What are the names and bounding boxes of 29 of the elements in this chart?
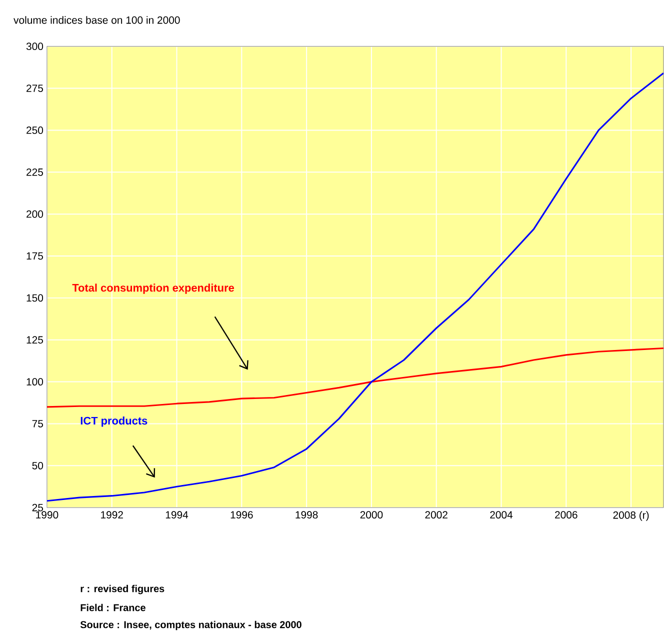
x-tick-label: 1998 [296,511,318,519]
text: ICT products [80,416,148,427]
y-tick-label: 50 [32,462,44,470]
x-tick-label: 2002 [425,511,448,519]
y-tick-label: 75 [32,420,44,428]
y-tick-label: 175 [26,252,44,260]
text: r : revised figures [80,585,164,594]
x-tick-label: 2006 [555,511,578,519]
y-tick-label: 150 [26,294,44,302]
x-tick-label: 1994 [166,511,188,519]
chart-title: volume indices base on 100 in 2000 [14,16,180,24]
x-tick-label: 1990 [36,511,58,519]
x-tick-label: 1992 [101,511,123,519]
text: Field : France [80,604,146,612]
y-tick-label: 100 [26,378,44,386]
y-tick-label: 125 [26,336,44,344]
y-tick-label: 225 [26,168,44,176]
y-tick-label: 25 [32,504,44,512]
x-tick-label: 1996 [230,511,253,519]
text: Total consumption expenditure [72,284,234,294]
y-tick-label: 250 [26,126,44,134]
source-note: Source : Insee, comptes nationaux - base 2000 [80,621,302,630]
x-tick-label: 2008 (r) [613,511,649,522]
y-tick-label: 300 [26,42,44,50]
line-series [46,72,664,502]
y-tick-label: 275 [26,84,44,92]
x-tick-label: 2004 [490,511,513,519]
x-tick-label: 2000 [360,511,383,519]
y-tick-label: 200 [26,210,44,218]
